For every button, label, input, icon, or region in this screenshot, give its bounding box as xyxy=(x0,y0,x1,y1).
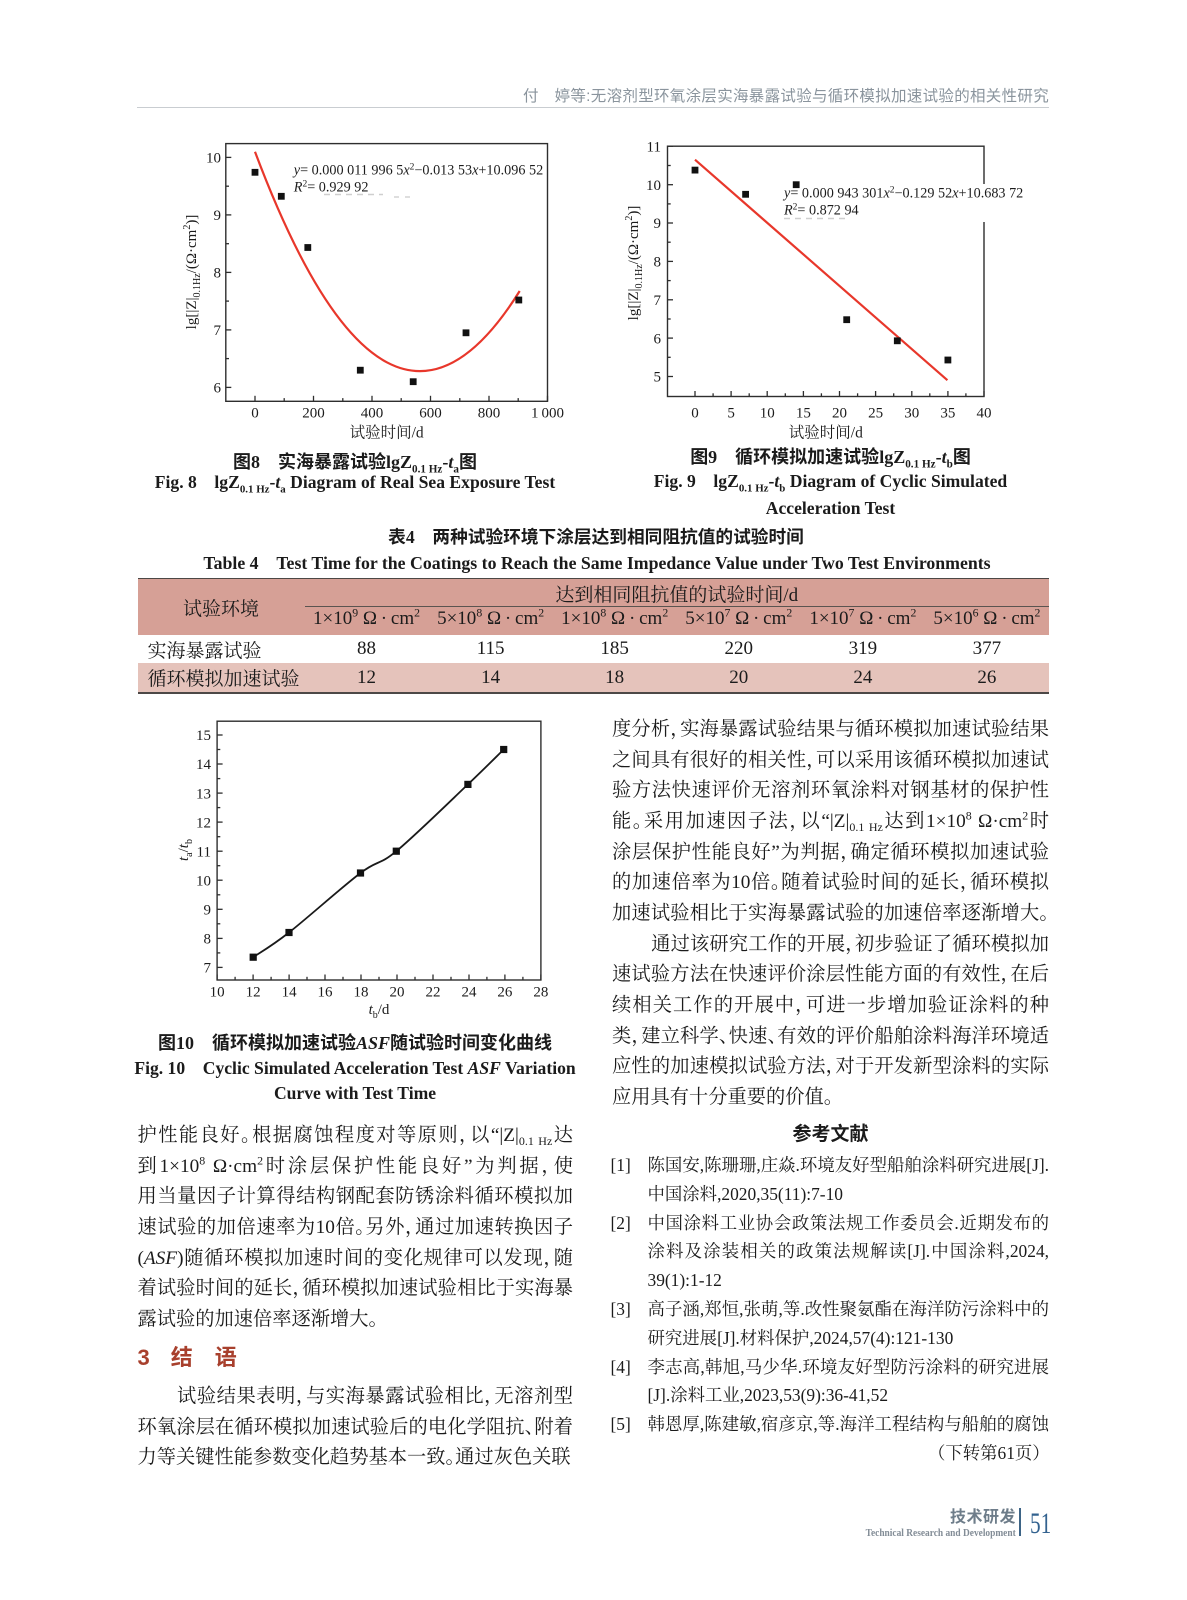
svg-text:600: 600 xyxy=(419,406,442,422)
svg-text:10: 10 xyxy=(760,406,775,422)
svg-text:试验时间/d: 试验时间/d xyxy=(350,424,424,442)
svg-text:lg[|Z|0.1Hz/(Ω·cm2)]: lg[|Z|0.1Hz/(Ω·cm2)] xyxy=(624,206,645,321)
svg-text:30: 30 xyxy=(904,406,919,422)
svg-text:18: 18 xyxy=(354,985,369,1001)
svg-text:13: 13 xyxy=(196,786,211,802)
svg-text:10: 10 xyxy=(196,874,211,890)
svg-text:200: 200 xyxy=(302,406,325,422)
svg-text:7: 7 xyxy=(204,961,212,977)
svg-text:12: 12 xyxy=(196,815,211,831)
svg-text:6: 6 xyxy=(214,381,222,397)
svg-text:9: 9 xyxy=(654,216,662,232)
svg-text:ta/tb: ta/tb xyxy=(176,839,195,861)
svg-text:8: 8 xyxy=(214,266,222,282)
svg-text:40: 40 xyxy=(977,406,992,422)
svg-text:8: 8 xyxy=(654,255,662,271)
svg-text:22: 22 xyxy=(426,985,441,1001)
svg-text:lg[|Z|0.1Hz/(Ω·cm2)]: lg[|Z|0.1Hz/(Ω·cm2)] xyxy=(182,215,203,330)
svg-text:9: 9 xyxy=(214,208,222,224)
svg-text:10: 10 xyxy=(210,985,225,1001)
svg-text:10: 10 xyxy=(206,151,221,167)
svg-text:800: 800 xyxy=(478,406,501,422)
svg-text:11: 11 xyxy=(647,140,661,156)
svg-text:16: 16 xyxy=(318,985,334,1001)
svg-text:7: 7 xyxy=(214,323,222,339)
svg-text:12: 12 xyxy=(246,985,261,1001)
svg-text:24: 24 xyxy=(462,985,478,1001)
svg-text:5: 5 xyxy=(727,406,735,422)
svg-text:9: 9 xyxy=(204,903,212,919)
svg-text:R2= 0.872 94: R2= 0.872 94 xyxy=(783,203,859,219)
svg-text:20: 20 xyxy=(390,985,405,1001)
svg-text:14: 14 xyxy=(282,985,298,1001)
svg-text:11: 11 xyxy=(197,844,211,860)
svg-text:0: 0 xyxy=(691,406,699,422)
svg-text:试验时间/d: 试验时间/d xyxy=(789,424,863,442)
svg-text:10: 10 xyxy=(646,178,661,194)
svg-text:28: 28 xyxy=(533,985,548,1001)
svg-text:R2= 0.929 92: R2= 0.929 92 xyxy=(293,180,369,196)
svg-text:14: 14 xyxy=(196,757,212,773)
svg-text:25: 25 xyxy=(868,406,883,422)
svg-text:400: 400 xyxy=(361,406,384,422)
svg-text:5: 5 xyxy=(654,370,662,386)
svg-text:35: 35 xyxy=(940,406,955,422)
svg-text:15: 15 xyxy=(196,728,211,744)
svg-text:26: 26 xyxy=(497,985,513,1001)
svg-text:tb/d: tb/d xyxy=(369,1002,390,1021)
svg-text:y= 0.000 011 996 5x2−0.013 53x: y= 0.000 011 996 5x2−0.013 53x+10.096 52 xyxy=(292,162,543,178)
svg-text:1 000: 1 000 xyxy=(531,406,564,422)
svg-text:y= 0.000 943 301x2−0.129 52x+1: y= 0.000 943 301x2−0.129 52x+10.683 72 xyxy=(782,185,1023,201)
svg-text:7: 7 xyxy=(654,293,662,309)
svg-text:0: 0 xyxy=(251,406,259,422)
svg-text:8: 8 xyxy=(204,932,212,948)
svg-text:15: 15 xyxy=(796,406,811,422)
svg-text:20: 20 xyxy=(832,406,847,422)
svg-text:6: 6 xyxy=(654,331,662,347)
